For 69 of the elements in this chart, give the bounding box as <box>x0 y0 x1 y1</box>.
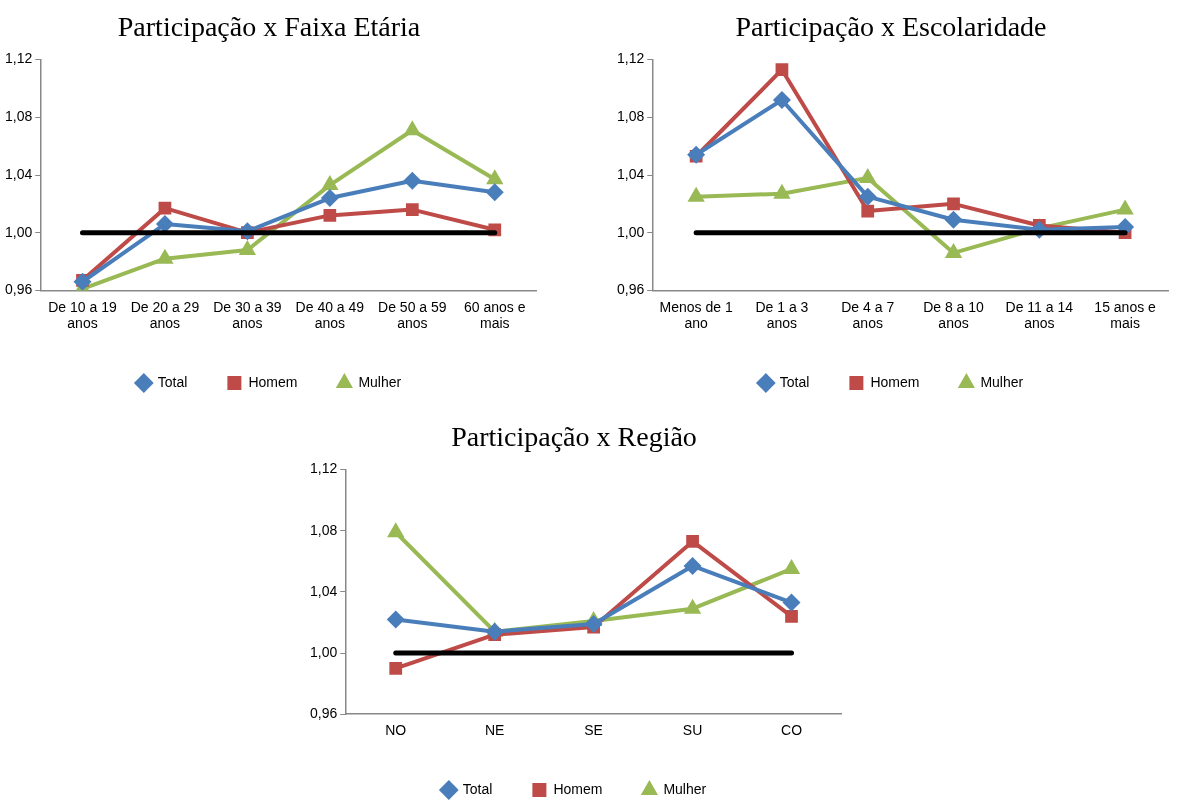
point <box>387 522 405 538</box>
point <box>687 145 706 164</box>
x-tick-label: De 1 a 3 anos <box>755 298 809 332</box>
x-tick-label: De 4 a 7 anos <box>841 298 895 332</box>
point <box>858 187 877 206</box>
legend-label: Mulher <box>358 373 402 390</box>
legend-label: Total <box>157 373 188 390</box>
point <box>158 201 172 215</box>
y-tick-label: 1,12 <box>617 50 645 67</box>
x-tick-label: NE <box>484 722 505 739</box>
legend-label: Homem <box>870 373 920 390</box>
point <box>683 556 702 575</box>
x-tick-label: De 20 a 29 anos <box>130 298 200 332</box>
y-tick-label: 1,04 <box>5 165 33 182</box>
x-tick-label: De 11 a 14 anos <box>1005 298 1074 332</box>
chart-title: Participação x Escolaridade <box>735 11 1047 43</box>
chart-title: Participação x Faixa Etária <box>117 11 421 43</box>
y-tick-label: 0,96 <box>5 281 33 298</box>
x-tick-label: CO <box>781 722 803 739</box>
point <box>785 610 798 623</box>
x-tick-label: SE <box>584 722 603 739</box>
x-tick-label: De 30 a 39 anos <box>213 298 282 332</box>
y-tick-label: 1,12 <box>310 460 338 477</box>
x-tick-label: 60 anos e mais <box>464 298 526 332</box>
x-tick-label: De 8 a 10 anos <box>923 298 985 332</box>
point <box>485 622 504 641</box>
legend-label: Mulher <box>663 780 707 797</box>
point <box>320 189 339 208</box>
x-tick-label: De 50 a 59 anos <box>378 298 447 332</box>
y-tick-label: 1,12 <box>5 50 33 67</box>
legend-label: Homem <box>553 780 603 797</box>
y-tick-label: 1,08 <box>310 521 338 538</box>
y-tick-label: 0,96 <box>310 705 338 722</box>
point <box>389 661 403 675</box>
x-tick-label: De 10 a 19 anos <box>48 298 117 332</box>
point <box>405 203 419 216</box>
point <box>947 197 960 211</box>
y-tick-label: 0,96 <box>617 281 645 298</box>
point <box>584 615 603 633</box>
point <box>775 63 789 77</box>
y-tick-label: 1,00 <box>5 223 33 240</box>
x-tick-label: De 40 a 49 anos <box>295 298 365 332</box>
legend-label: Total <box>779 373 810 390</box>
point <box>386 610 405 629</box>
point <box>782 593 801 612</box>
y-tick-label: 1,08 <box>5 108 33 125</box>
y-tick-label: 1,04 <box>310 582 338 599</box>
point <box>686 535 699 548</box>
point <box>323 209 337 222</box>
x-tick-label: NO <box>385 722 407 739</box>
y-tick-label: 1,04 <box>617 165 645 182</box>
point <box>861 204 875 218</box>
chart-title: Participação x Região <box>451 421 697 453</box>
point <box>403 171 422 190</box>
point <box>772 90 791 109</box>
y-tick-label: 1,08 <box>617 108 645 125</box>
point <box>238 240 257 256</box>
point <box>485 183 504 202</box>
x-tick-label: SU <box>682 722 703 739</box>
y-tick-label: 1,00 <box>310 643 338 660</box>
x-tick-label: Menos de 1 ano <box>659 298 733 332</box>
point <box>321 175 339 191</box>
legend-label: Homem <box>248 373 298 390</box>
legend-label: Total <box>462 780 493 797</box>
point <box>73 272 92 291</box>
legend-label: Mulher <box>980 373 1024 390</box>
y-tick-label: 1,00 <box>617 223 645 240</box>
x-tick-label: 15 anos e mais <box>1094 298 1157 332</box>
point <box>944 210 963 229</box>
